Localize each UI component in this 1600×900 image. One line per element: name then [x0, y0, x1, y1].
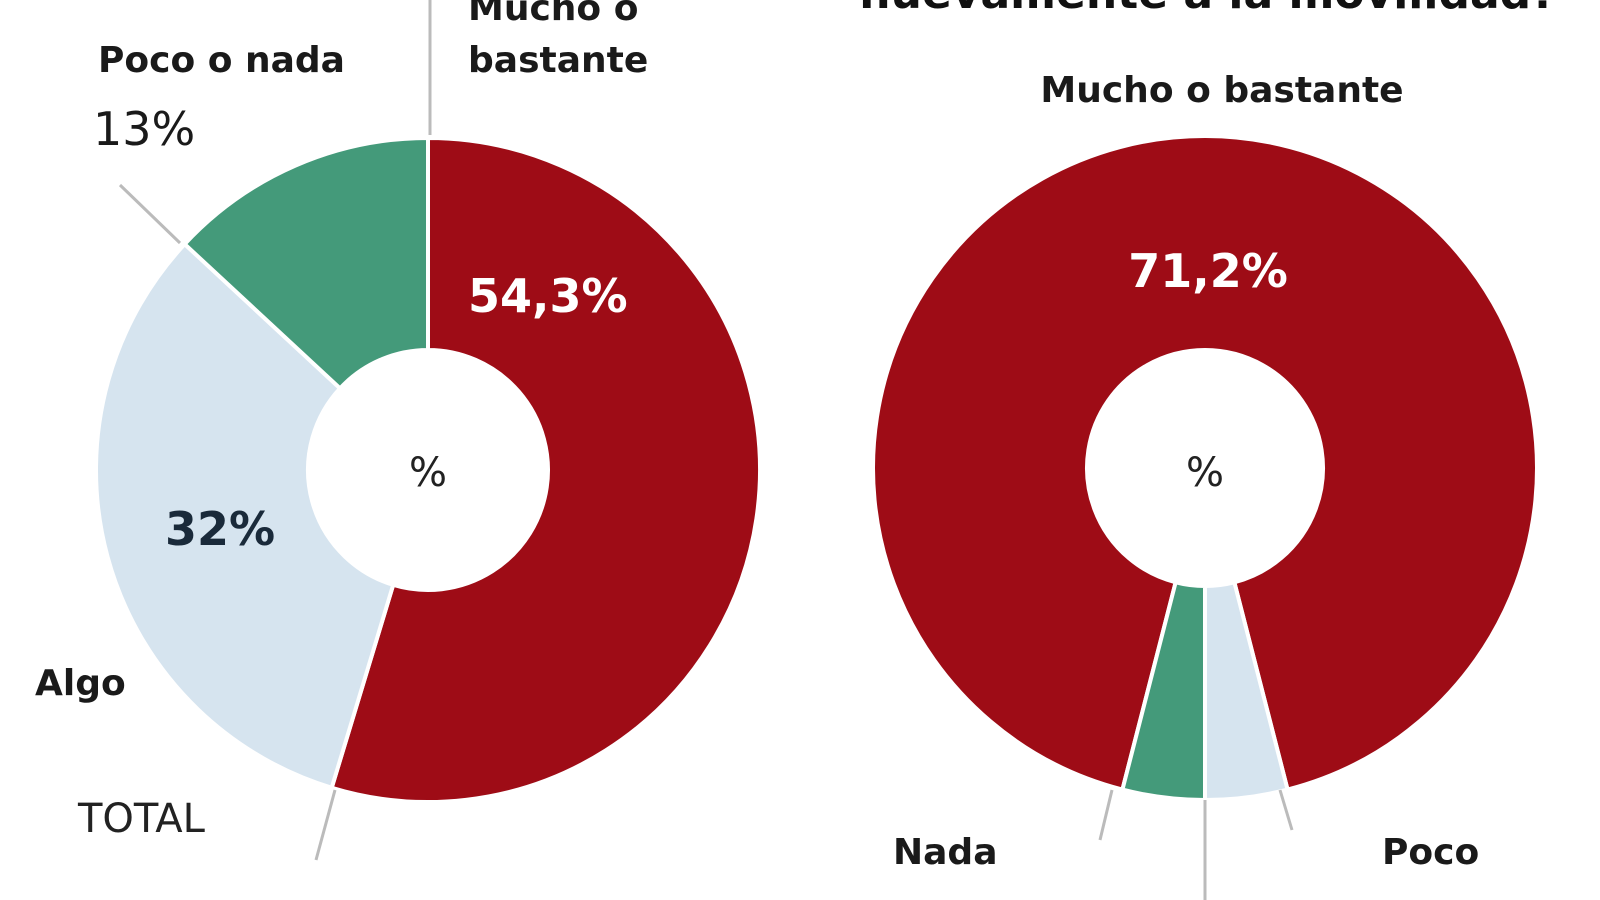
label-poco-right: Poco	[1382, 832, 1479, 873]
chart1-subtitle: TOTAL	[77, 796, 206, 842]
slice-mucho-o-bastante	[329, 135, 762, 804]
value-mucho: 54,3%	[468, 269, 628, 323]
value-poco-o-nada: 13%	[93, 102, 195, 156]
label-poco-o-nada: Poco o nada	[98, 40, 345, 81]
center-label-2: %	[1186, 450, 1224, 496]
leader-line-poco-right	[1278, 789, 1294, 831]
slice-mucho-o-bastante	[871, 134, 1539, 793]
slice-poco-o-nada	[181, 135, 430, 392]
value-mucho-right: 71,2%	[1128, 244, 1288, 298]
chart2-title: nuevamente a la movilidad?	[859, 0, 1556, 19]
label-mucho-line1: Mucho o	[468, 0, 638, 29]
label-nada: Nada	[893, 832, 997, 873]
slice-nada	[1119, 579, 1207, 803]
leader-line-poco	[118, 183, 182, 245]
donut-right	[871, 134, 1539, 803]
slice-algo	[94, 241, 396, 791]
leader-line-nada	[1098, 789, 1114, 841]
value-algo: 32%	[165, 502, 275, 556]
label-mucho-line2: bastante	[468, 40, 648, 81]
leader-line-algo	[314, 789, 337, 861]
label-algo: Algo	[35, 663, 126, 704]
label-mucho-right: Mucho o bastante	[1040, 70, 1403, 111]
donut-total	[94, 135, 762, 804]
center-label-1: %	[409, 450, 447, 496]
